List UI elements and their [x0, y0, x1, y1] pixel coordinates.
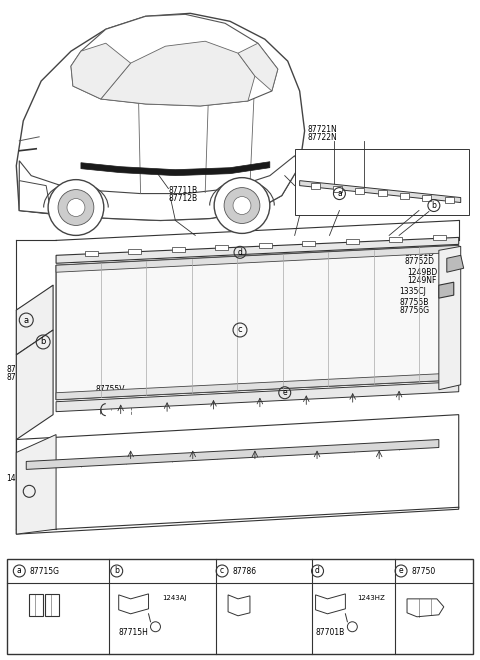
Text: d: d [238, 248, 242, 257]
Text: 87752D: 87752D [404, 257, 434, 266]
Text: 87755B: 87755B [399, 298, 429, 307]
Polygon shape [71, 43, 131, 99]
Polygon shape [439, 246, 461, 390]
Text: c: c [220, 566, 224, 576]
Bar [355, 188, 364, 194]
Circle shape [67, 199, 85, 216]
Text: 87786: 87786 [232, 567, 256, 576]
Text: 87713: 87713 [6, 365, 31, 374]
Bar [378, 190, 387, 196]
Bar [400, 193, 409, 199]
Bar [302, 241, 315, 246]
Text: a: a [24, 315, 29, 325]
Polygon shape [447, 255, 464, 272]
Text: c: c [238, 325, 242, 335]
Bar [7, 559, 473, 653]
Text: b: b [432, 201, 436, 210]
Text: e: e [399, 566, 403, 576]
Text: 1243AJ: 1243AJ [162, 595, 187, 601]
Polygon shape [101, 41, 255, 106]
Text: 87715H: 87715H [119, 628, 149, 637]
Text: 1491JD: 1491JD [6, 475, 34, 483]
Polygon shape [439, 282, 454, 298]
Bar [29, 594, 43, 616]
Polygon shape [238, 43, 278, 91]
Text: 1249NF: 1249NF [407, 277, 436, 285]
Polygon shape [16, 330, 53, 440]
Polygon shape [300, 181, 461, 203]
Bar [216, 245, 228, 250]
Text: 87750: 87750 [411, 567, 435, 576]
Polygon shape [16, 285, 53, 355]
Text: 1335CJ: 1335CJ [399, 287, 426, 296]
Polygon shape [71, 15, 278, 106]
Polygon shape [19, 156, 300, 220]
Bar [172, 247, 185, 252]
Bar [445, 197, 454, 203]
Text: 87712B: 87712B [168, 193, 198, 203]
Polygon shape [56, 373, 459, 400]
Bar [346, 239, 359, 244]
Bar [85, 251, 98, 256]
Circle shape [233, 197, 251, 214]
Text: b: b [114, 566, 119, 576]
Polygon shape [16, 434, 56, 534]
Text: 87721N: 87721N [308, 125, 337, 134]
Circle shape [214, 178, 270, 234]
Polygon shape [19, 181, 51, 213]
Text: a: a [337, 189, 342, 198]
Polygon shape [56, 246, 459, 400]
Bar [45, 594, 59, 616]
Bar [259, 243, 272, 248]
Text: 87755V: 87755V [96, 385, 125, 394]
Polygon shape [56, 246, 459, 272]
Bar [128, 249, 141, 254]
Text: e: e [282, 388, 287, 397]
Polygon shape [56, 381, 459, 412]
Polygon shape [81, 162, 270, 176]
Bar [433, 235, 446, 240]
Text: 87711B: 87711B [168, 185, 198, 195]
Bar [333, 185, 342, 191]
Polygon shape [26, 440, 439, 469]
Polygon shape [16, 13, 305, 220]
Circle shape [48, 180, 104, 236]
Text: 87701B: 87701B [315, 628, 345, 637]
Text: 87751D: 87751D [404, 249, 434, 258]
Bar [311, 183, 320, 189]
Text: 87756G: 87756G [399, 306, 429, 315]
Circle shape [224, 187, 260, 224]
Text: a: a [17, 566, 22, 576]
Bar [389, 237, 402, 242]
Circle shape [58, 189, 94, 226]
Text: 1249BD: 1249BD [407, 268, 437, 277]
Polygon shape [295, 148, 468, 215]
Polygon shape [56, 238, 459, 263]
Text: 87714: 87714 [6, 373, 31, 382]
Text: d: d [315, 566, 320, 576]
Bar [422, 195, 432, 201]
Text: 87722N: 87722N [308, 133, 337, 142]
Text: b: b [40, 337, 46, 346]
Text: 87715G: 87715G [29, 567, 59, 576]
Text: 1243HZ: 1243HZ [357, 595, 385, 601]
